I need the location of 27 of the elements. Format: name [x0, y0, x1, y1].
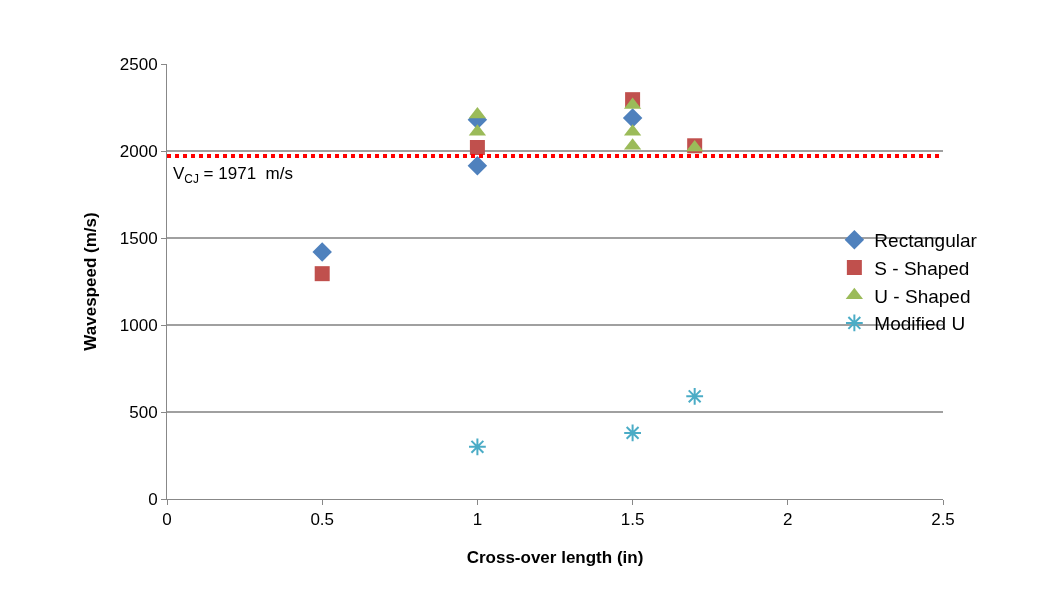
- point: [685, 386, 705, 406]
- legend-label: U - Shaped: [874, 285, 971, 307]
- point: [467, 156, 488, 176]
- y-tick-label: 2000: [119, 141, 158, 161]
- legend-label: Rectangular: [874, 230, 978, 252]
- x-tick-label: 0.5: [310, 510, 335, 530]
- x-tick-label: 2: [783, 510, 793, 530]
- y-axis-title: Wavespeed (m/s): [81, 212, 101, 351]
- x-tick-label: 0: [162, 510, 172, 530]
- legend-label: Modified U: [874, 313, 966, 335]
- y-tick-label: 1500: [119, 228, 158, 248]
- x-tick-label: 2.5: [931, 510, 955, 530]
- point: [312, 242, 332, 262]
- point: [622, 108, 643, 128]
- legend-label: S - Shaped: [874, 257, 970, 279]
- y-tick-label: 0: [148, 489, 158, 509]
- point: [623, 423, 642, 443]
- y-tick-label: 500: [129, 402, 158, 422]
- x-tick-label: 1.5: [620, 510, 645, 530]
- point: [469, 140, 485, 156]
- y-tick-label: 2500: [119, 54, 158, 74]
- y-tick-label: 1000: [119, 315, 158, 335]
- point: [468, 437, 487, 457]
- ref-line-label: V$_{CJ}$ = 1971 m/s: [173, 164, 293, 186]
- x-tick-label: 1: [472, 510, 483, 530]
- x-axis-title: Cross-over length (in): [466, 547, 644, 567]
- point: [314, 266, 330, 282]
